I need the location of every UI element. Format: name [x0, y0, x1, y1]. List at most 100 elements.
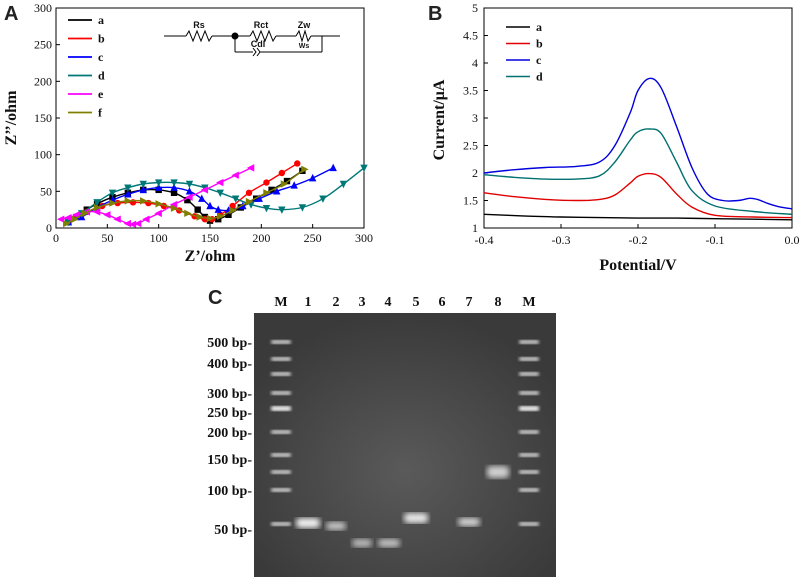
- panel-b-ylabel: Current/μA: [431, 79, 448, 160]
- panel-a-series-c-point: [290, 181, 298, 189]
- equivalent-circuit: [164, 29, 340, 57]
- gel-ladder-band: [271, 430, 291, 434]
- gel-lane-label-5: 5: [413, 295, 420, 310]
- panel-a-series-a-point: [194, 206, 201, 213]
- gel-size-marker-7: 50 bp-: [214, 523, 252, 538]
- gel-sample-band: [326, 522, 346, 530]
- panel-b-series-d-line: [483, 128, 793, 215]
- panel-a-series-b-point: [245, 189, 253, 196]
- panel-a-series-e-point: [92, 208, 101, 216]
- panel-a-series-d-point: [319, 195, 327, 203]
- panel-a-xtick-label: 200: [252, 231, 270, 245]
- panel-a-series-a-point: [184, 196, 191, 204]
- panel-a-series-c-point: [124, 190, 132, 198]
- panel-a-series-d-point: [298, 204, 307, 212]
- panel-a-series-e-point: [231, 171, 239, 179]
- gel-ladder-band: [271, 470, 291, 474]
- gel-ladder-band: [271, 488, 291, 492]
- panel-b-xtick-label: -0.3: [552, 233, 571, 247]
- panel-a-xlabel: Z’/ohm: [185, 248, 236, 265]
- panel-b-xtick-label: 0.0: [785, 233, 800, 247]
- resistor-rct-symbol: [249, 29, 277, 43]
- panel-a-series-d-point: [170, 179, 178, 187]
- warburg-symbol: [295, 29, 312, 43]
- panel-b-ytick-label: 3.5: [463, 84, 478, 98]
- circuit-label-rct: Rct: [254, 20, 269, 30]
- panel-b-ytick-label: 2: [472, 166, 478, 180]
- panel-a-legend-label-a: a: [98, 13, 104, 27]
- panel-a-ytick-label: 100: [34, 148, 52, 162]
- gel-lane-label-0: M: [274, 295, 287, 310]
- panel-a-legend-label-f: f: [98, 106, 103, 120]
- panel-a-series-f-point: [109, 199, 117, 207]
- gel-ladder-band: [519, 357, 539, 361]
- gel-size-marker-2: 300 bp-: [207, 387, 252, 402]
- panel-a-xtick-label: 100: [150, 231, 168, 245]
- panel-a-series-f-point: [124, 197, 133, 205]
- gel-lane-label-2: 2: [333, 295, 340, 310]
- panel-a-series-c-point: [255, 194, 263, 202]
- panel-a-series-e-point: [200, 186, 209, 194]
- panel-b-series-b-line: [483, 172, 793, 219]
- panel-a-series-d-point: [360, 164, 368, 173]
- gel-ladder-band: [271, 391, 291, 395]
- gel-ladder-band: [519, 430, 539, 434]
- panel-a-xtick-label: 250: [304, 231, 322, 245]
- gel-image: [254, 313, 556, 577]
- panel-b-xtick-label: -0.1: [706, 233, 725, 247]
- gel-ladder-band: [519, 522, 539, 526]
- panel-a-series-e-point: [246, 164, 255, 172]
- panel-a-ytick-label: 0: [46, 221, 52, 235]
- panel-a-ylabel: Z’’/ohm: [3, 90, 20, 145]
- panel-a-series-e-point: [169, 200, 178, 209]
- panel-a-series-c-point: [198, 194, 206, 202]
- panel-a-legend-label-d: d: [98, 69, 105, 83]
- gel-ladder-band: [519, 340, 539, 344]
- gel-ladder-band: [271, 372, 291, 376]
- panel-a-ytick-label: 300: [34, 1, 52, 15]
- gel-size-marker-5: 150 bp-: [207, 453, 252, 468]
- panel-a-series-e-point: [216, 178, 224, 187]
- circuit-label-cdl: Cdl: [251, 39, 266, 49]
- panel-a-legend-label-c: c: [98, 50, 104, 64]
- panel-a-series-f-point: [93, 203, 102, 212]
- gel-size-marker-0: 500 bp-: [207, 336, 252, 351]
- panel-a-series-f-point: [81, 209, 89, 218]
- panel-a-series-e-point: [142, 215, 150, 223]
- gel-ladder-band: [271, 340, 291, 344]
- panel-b-letter: B: [428, 3, 442, 25]
- gel-lane-label-3: 3: [359, 295, 366, 310]
- panel-b-legend-label-b: b: [536, 37, 543, 51]
- gel-sample-band: [352, 539, 372, 547]
- panel-b-ytick-label: 5: [472, 1, 478, 15]
- panel-a-series-f-point: [245, 197, 254, 206]
- gel-lane-label-7: 7: [466, 295, 473, 310]
- panel-a-series-d-point: [185, 180, 194, 189]
- panel-a-series-c-point: [273, 187, 281, 195]
- panel-a-series-f-point: [217, 212, 225, 220]
- panel-a-xtick-label: 300: [355, 231, 373, 245]
- gel-ladder-band: [519, 372, 539, 376]
- panel-a-series-d-point: [231, 195, 240, 203]
- panel-a-series-c-point: [170, 183, 178, 191]
- panel-c: C M 1 2 3 4 5 6 7 8 M 500 bp- 400 bp- 300 bp- 250 bp…: [207, 287, 556, 577]
- panel-b-plot-frame: [483, 7, 793, 229]
- panel-a-xtick-label: 50: [101, 231, 113, 245]
- gel-lane-label-4: 4: [385, 295, 392, 310]
- panel-a-series-c-point: [308, 173, 317, 182]
- panel-a-series-f-point: [63, 219, 71, 228]
- capacitor-cdl-symbol: [252, 47, 261, 57]
- panel-a-series-f-point: [155, 200, 163, 208]
- panel-a-series-c-point: [154, 183, 163, 191]
- panel-b-xlabel: Potential/V: [599, 257, 677, 274]
- panel-b-ytick-label: 1.5: [463, 194, 478, 208]
- panel-a-ticks: 0 50 100 150 200 250 300 0 50 100 150 200 250 300: [34, 1, 373, 245]
- panel-a-series-d-point: [108, 189, 117, 197]
- panel-a-series-f-point: [170, 204, 179, 212]
- panel-a-series-e-point: [123, 219, 132, 228]
- gel-size-marker-1: 400 bp-: [207, 357, 252, 372]
- circuit-label-rs: Rs: [193, 20, 205, 30]
- panel-a-series-e-point: [64, 214, 72, 222]
- gel-sample-band: [296, 518, 320, 528]
